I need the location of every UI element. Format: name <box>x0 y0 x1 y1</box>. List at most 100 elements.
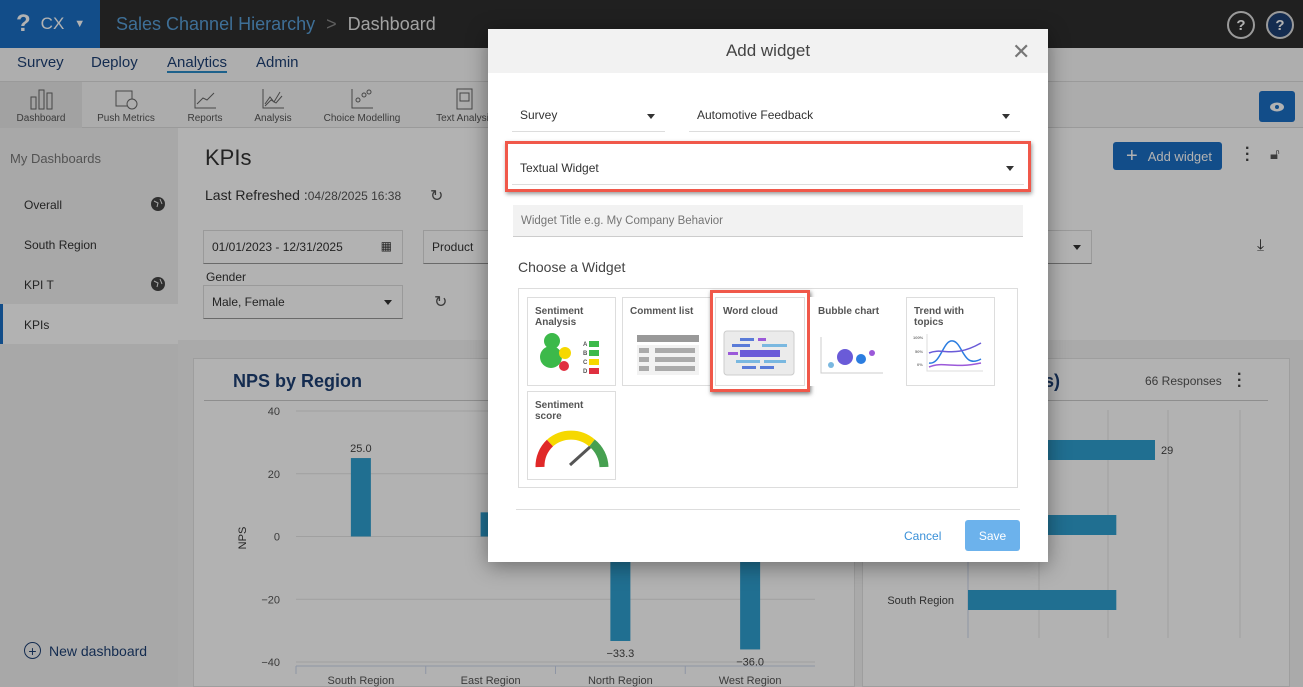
new-dashboard-button[interactable]: + New dashboard <box>24 642 147 659</box>
breadcrumb-parent[interactable]: Sales Channel Hierarchy <box>116 14 316 34</box>
tool-label: Reports <box>187 113 223 124</box>
svg-text:0%: 0% <box>917 362 923 367</box>
response-count: 66 Responses <box>1145 374 1222 388</box>
sidebar-item-overall[interactable]: Overall <box>0 184 178 224</box>
breadcrumb: Sales Channel Hierarchy > Dashboard <box>116 14 436 35</box>
help-icon[interactable]: ? <box>1227 11 1255 39</box>
y-tick-label: −40 <box>261 657 280 669</box>
plus-icon: + <box>1126 144 1138 167</box>
tool-dashboard[interactable]: Dashboard <box>0 82 82 128</box>
divider <box>516 509 1020 510</box>
lock-icon[interactable]: 🔓︎ <box>1270 146 1280 163</box>
sidebar-header: My Dashboards <box>10 151 102 166</box>
tool-label: Choice Modelling <box>323 113 401 124</box>
trend-chart-icon: 100% 50% 0% <box>913 334 983 372</box>
page-title: KPIs <box>205 145 252 170</box>
gauge-icon <box>535 430 609 468</box>
widget-bubble-chart[interactable]: Bubble chart <box>810 297 899 386</box>
highlight-box <box>505 141 1031 192</box>
last-refreshed: Last Refreshed :04/28/2025 16:38 <box>205 187 402 203</box>
word-cloud-icon <box>723 330 795 376</box>
sidebar: My Dashboards Overall South Region KPI T… <box>0 128 178 687</box>
sidebar-item-label: South Region <box>24 238 97 252</box>
refresh-icon[interactable]: ↻ <box>430 188 444 205</box>
sidebar-item-label: KPIs <box>24 318 50 332</box>
line-chart-icon <box>194 89 216 109</box>
sidebar-item-south-region[interactable]: South Region <box>0 224 178 264</box>
globe-icon <box>151 277 165 291</box>
sidebar-item-label: Overall <box>24 198 63 212</box>
breadcrumb-separator: > <box>326 14 337 34</box>
bar <box>740 536 761 650</box>
svg-text:B: B <box>583 351 588 357</box>
cancel-button[interactable]: Cancel <box>904 529 942 543</box>
widget-trend-with-topics[interactable]: Trend with topics 100% 50% 0% <box>906 297 995 386</box>
chevron-down-icon: ▼ <box>74 18 86 30</box>
close-icon[interactable]: ✕ <box>1012 39 1031 64</box>
more-options-icon[interactable]: · · · <box>1245 140 1251 169</box>
tool-analysis[interactable]: Analysis <box>248 82 298 128</box>
preview-button[interactable] <box>1259 91 1295 122</box>
comment-list-icon <box>637 335 699 375</box>
tool-reports[interactable]: Reports <box>180 82 230 128</box>
sidebar-item-kpis[interactable]: KPIs <box>0 304 178 344</box>
dialog-title: Add widget <box>725 41 811 60</box>
tool-label: Push Metrics <box>97 113 155 124</box>
widget-title-input[interactable] <box>513 205 1023 237</box>
user-avatar[interactable]: ? <box>1266 11 1294 39</box>
eye-icon <box>1270 102 1284 111</box>
x-tick-label: West Region <box>719 675 782 687</box>
tool-text-analysis[interactable]: Text Analysis <box>430 82 500 128</box>
reset-filter-icon[interactable]: ↻ <box>434 294 448 311</box>
add-widget-button[interactable]: + Add widget <box>1113 142 1222 170</box>
nav-survey[interactable]: Survey <box>17 54 64 71</box>
nav-admin[interactable]: Admin <box>256 54 299 71</box>
tool-label: Analysis <box>254 113 292 124</box>
y-tick-label: 20 <box>268 469 280 481</box>
document-icon <box>456 88 473 110</box>
widget-sentiment-analysis[interactable]: Sentiment Analysis A B C D <box>527 297 616 386</box>
svg-text:100%: 100% <box>913 335 924 340</box>
nav-deploy[interactable]: Deploy <box>91 54 138 71</box>
bar <box>968 590 1117 610</box>
bar-chart-icon <box>30 89 53 110</box>
new-dashboard-label: New dashboard <box>49 642 148 659</box>
gender-filter[interactable]: Male, Female <box>203 285 403 319</box>
survey-type-select[interactable]: Survey <box>512 100 665 132</box>
sidebar-item-kpi-t[interactable]: KPI T <box>0 264 178 304</box>
brand-label: CX <box>40 14 65 33</box>
widget-sentiment-score[interactable]: Sentiment score <box>527 391 616 480</box>
survey-select[interactable]: Automotive Feedback <box>689 100 1020 132</box>
svg-text:C: C <box>583 360 588 366</box>
more-options-icon[interactable]: · · · <box>1237 366 1243 395</box>
x-tick-label: South Region <box>328 675 395 687</box>
download-icon[interactable]: ⤓ <box>1257 237 1265 254</box>
y-tick-label: 40 <box>268 406 280 418</box>
bubble-chart-icon <box>820 337 883 374</box>
date-range-field[interactable]: 01/01/2023 - 12/31/2025 ▦ <box>203 230 403 264</box>
product-filter[interactable]: Product <box>423 230 493 264</box>
globe-icon <box>151 197 165 211</box>
dialog-header: Add widget <box>488 29 1048 73</box>
tool-choice-modelling[interactable]: Choice Modelling <box>320 82 404 128</box>
widget-grid <box>518 288 1018 488</box>
breadcrumb-current: Dashboard <box>347 14 436 34</box>
filter-select[interactable] <box>1040 230 1092 264</box>
widget-word-cloud[interactable]: Word cloud <box>715 297 805 386</box>
tool-label: Dashboard <box>16 113 66 124</box>
calendar-clock-icon <box>115 90 138 110</box>
bar <box>610 536 631 641</box>
data-label: −36.0 <box>736 656 764 668</box>
widget-type-select[interactable]: Textual Widget <box>512 150 1024 185</box>
scatter-chart-icon <box>351 89 373 109</box>
bar <box>350 458 371 537</box>
tool-push-metrics[interactable]: Push Metrics <box>90 82 162 128</box>
save-button[interactable]: Save <box>965 520 1020 551</box>
product-switcher[interactable]: ? CX ▼ <box>0 0 100 48</box>
y-tick-label: South Region <box>887 595 954 607</box>
widget-comment-list[interactable]: Comment list <box>622 297 711 386</box>
choose-widget-label: Choose a Widget <box>518 259 626 275</box>
sentiment-analysis-icon: A B C D <box>540 333 599 375</box>
calendar-icon: ▦ <box>380 239 392 253</box>
nav-analytics[interactable]: Analytics <box>167 54 228 73</box>
